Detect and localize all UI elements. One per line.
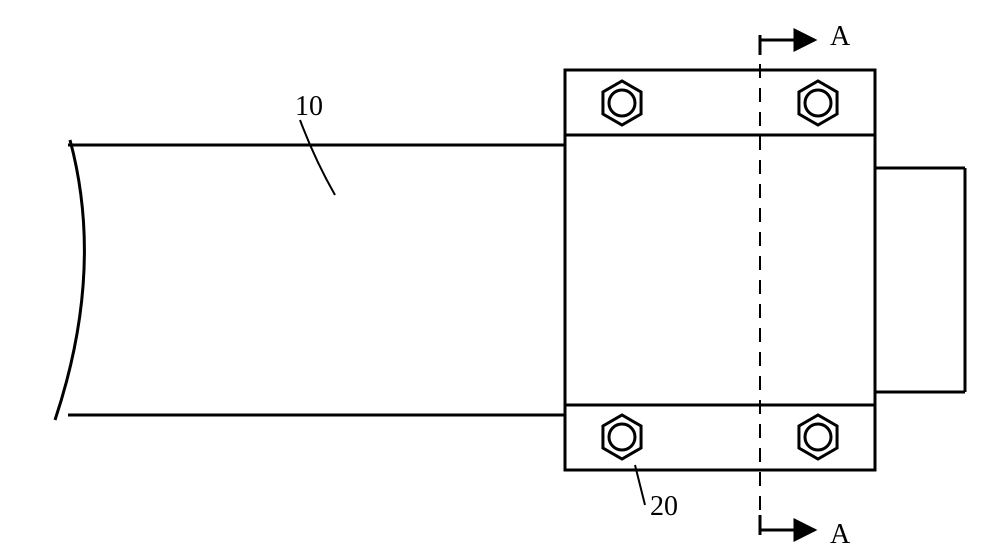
bolt-head (805, 424, 831, 450)
label-20: 20 (650, 491, 678, 522)
clamp-block (565, 70, 875, 470)
label-A-bottom: A (830, 519, 851, 550)
bolt-head (805, 90, 831, 116)
label-10: 10 (295, 91, 323, 122)
bolt-head (609, 90, 635, 116)
bolt-head (609, 424, 635, 450)
label-A-top: A (830, 21, 851, 52)
leader-10 (300, 120, 335, 195)
break-line (55, 140, 84, 420)
